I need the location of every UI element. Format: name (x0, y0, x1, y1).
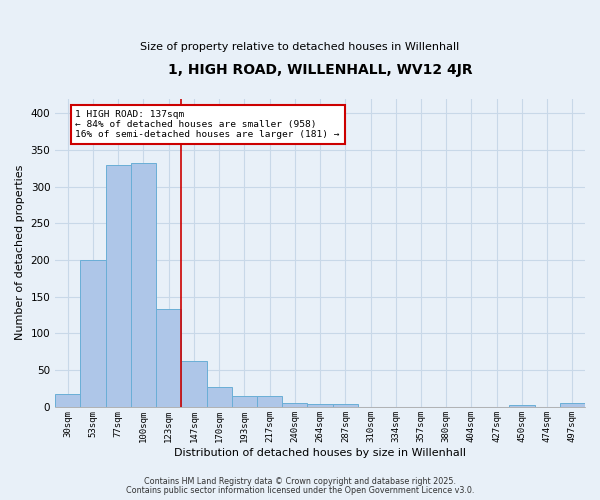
Bar (509, 404, 535, 407)
Y-axis label: Number of detached properties: Number of detached properties (15, 165, 25, 340)
Title: 1, HIGH ROAD, WILLENHALL, WV12 4JR: 1, HIGH ROAD, WILLENHALL, WV12 4JR (168, 62, 472, 76)
Bar (181, 360, 206, 407)
Bar (131, 163, 156, 407)
Bar (307, 404, 332, 407)
Bar (80, 260, 106, 407)
Bar (55, 394, 80, 407)
Text: Contains HM Land Registry data © Crown copyright and database right 2025.: Contains HM Land Registry data © Crown c… (144, 477, 456, 486)
Bar (156, 310, 181, 407)
Text: 1 HIGH ROAD: 137sqm
← 84% of detached houses are smaller (958)
16% of semi-detac: 1 HIGH ROAD: 137sqm ← 84% of detached ho… (76, 110, 340, 140)
Bar (232, 396, 257, 407)
X-axis label: Distribution of detached houses by size in Willenhall: Distribution of detached houses by size … (174, 448, 466, 458)
Bar (560, 403, 585, 407)
Bar (206, 387, 232, 407)
Text: Size of property relative to detached houses in Willenhall: Size of property relative to detached ho… (140, 42, 460, 52)
Bar (282, 402, 307, 407)
Text: Contains public sector information licensed under the Open Government Licence v3: Contains public sector information licen… (126, 486, 474, 495)
Bar (332, 404, 358, 407)
Bar (257, 396, 282, 407)
Bar (106, 164, 131, 407)
